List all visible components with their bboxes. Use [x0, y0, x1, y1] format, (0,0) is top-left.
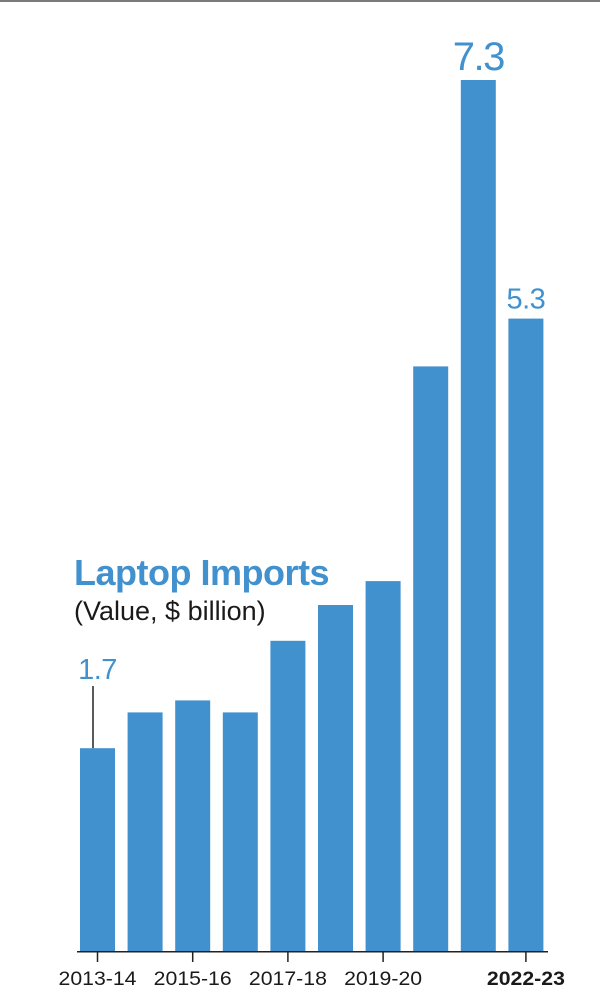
bar-2022-23	[508, 318, 544, 952]
bar-2020-21	[413, 366, 449, 951]
bar-2015-16	[175, 700, 211, 951]
chart-subtitle: (Value, $ billion)	[74, 596, 266, 626]
bars-group	[80, 80, 544, 952]
chart-title: Laptop Imports	[74, 552, 329, 593]
bar-2018-19	[318, 605, 353, 951]
tick-label-2017-18: 2017-18	[249, 969, 327, 990]
tick-label-2019-20: 2019-20	[344, 969, 422, 990]
value-label-2022-23: 5.3	[506, 284, 545, 316]
top-border	[0, 0, 600, 2]
tick-label-2013-14: 2013-14	[59, 969, 137, 990]
value-labels-group: 1.7 7.3 5.3	[78, 35, 546, 686]
bar-2013-14	[80, 748, 115, 951]
x-axis-ticks	[96, 951, 527, 962]
bar-2019-20	[365, 581, 401, 951]
value-label-2013-14: 1.7	[78, 654, 117, 686]
x-axis-tick-labels: 2013-14 2015-16 2017-18 2019-20 2022-23	[59, 969, 565, 990]
tick-label-2022-23: 2022-23	[487, 969, 565, 990]
bar-2017-18	[270, 640, 306, 951]
bar-2021-22	[460, 80, 496, 951]
bar-2014-15	[127, 712, 163, 951]
value-label-2021-22: 7.3	[453, 35, 504, 79]
bar-2016-17	[222, 712, 258, 951]
tick-label-2015-16: 2015-16	[154, 969, 232, 990]
